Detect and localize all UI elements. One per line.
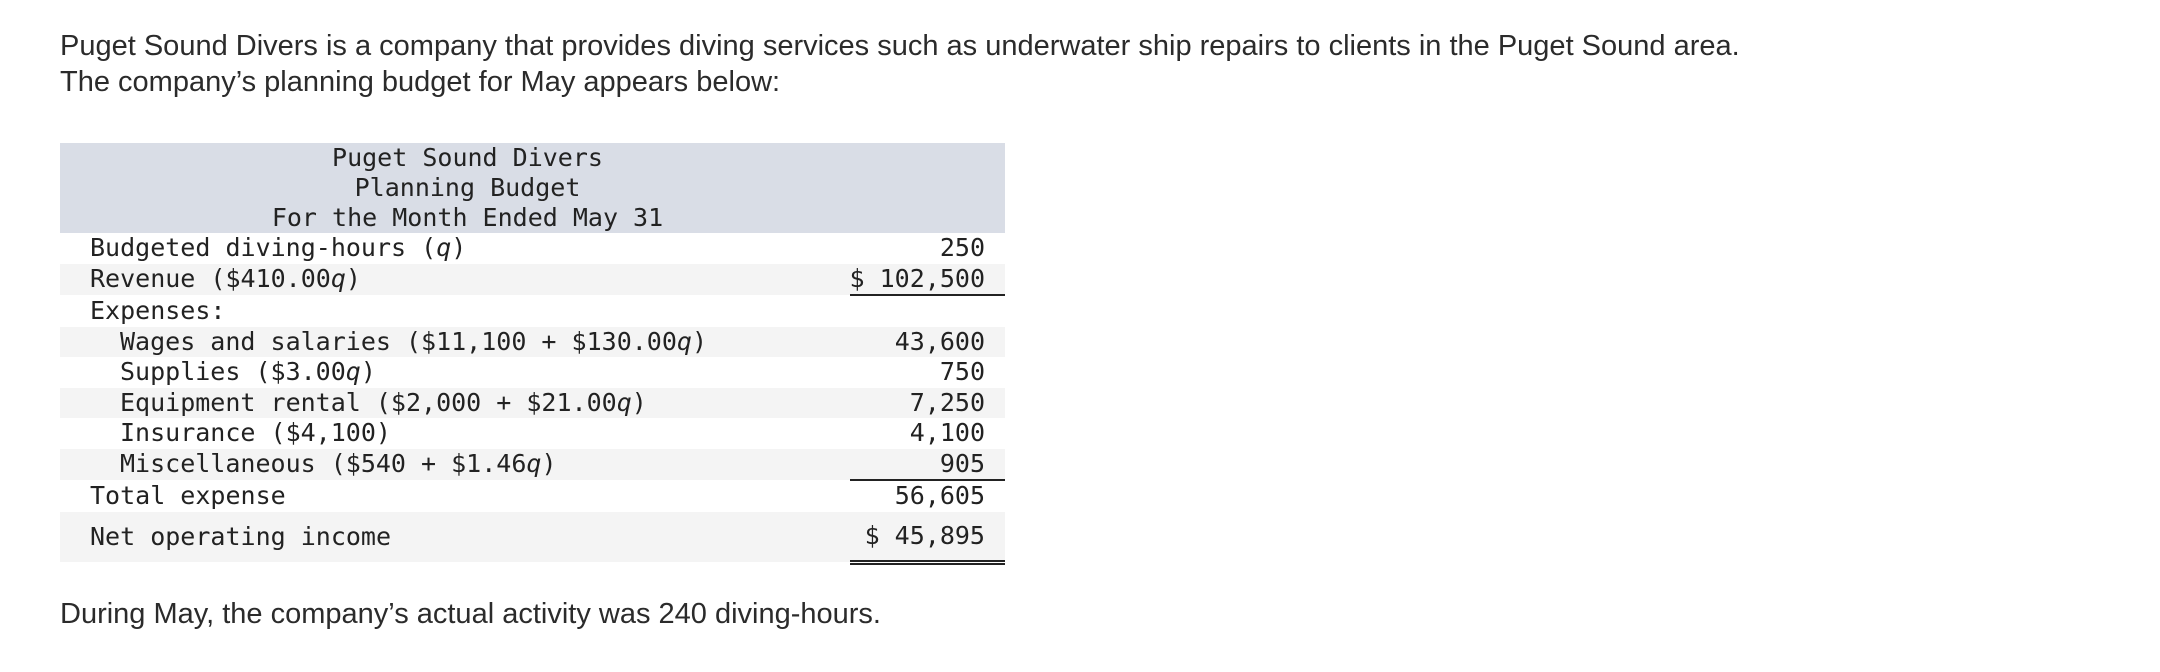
row-label: Insurance ($4,100) [60, 418, 850, 449]
table-row: Wages and salaries ($11,100 + $130.00q) 4… [60, 326, 1005, 357]
label-part: Budgeted diving-hours ( [90, 233, 437, 263]
row-label: Budgeted diving-hours (q) [60, 233, 850, 264]
closing-text: During May, the company’s actual activit… [60, 598, 881, 630]
table-row: Equipment rental ($2,000 + $21.00q) 7,250 [60, 387, 1005, 418]
row-value: $ 45,895 [849, 511, 1005, 565]
label-part: q [330, 264, 346, 294]
label-part: ) [451, 233, 467, 263]
label-part: Net operating income [90, 521, 392, 551]
label-part: ) [345, 264, 361, 294]
label-part: ) [360, 357, 376, 387]
row-value: $ 102,500 [849, 263, 1005, 296]
table-row: Budgeted diving-hours (q) 250 [60, 233, 1005, 264]
label-part: q [526, 449, 542, 479]
table-header: Puget Sound Divers Planning Budget For the… [60, 143, 1005, 233]
row-value: 750 [939, 357, 985, 387]
table-row: Net operating income $ 45,895 [60, 511, 1005, 565]
row-value: 56,605 [894, 481, 985, 511]
intro-line: The company’s planning budget for May ap… [60, 66, 781, 98]
label-part: ) [631, 387, 647, 417]
table-title: Puget Sound Divers Planning Budget For the… [60, 143, 1005, 233]
table-row: Total expense 56,605 [60, 480, 1005, 512]
row-label: Expenses: [60, 295, 850, 327]
label-part: Miscellaneous ($540 + $1.46 [120, 449, 527, 479]
label-part: q [436, 233, 452, 263]
label-part: Expenses: [90, 295, 226, 325]
row-label: Supplies ($3.00q) [60, 357, 850, 388]
label-part: q [676, 326, 692, 356]
budget-table: Puget Sound Divers Planning Budget For the… [60, 143, 1005, 565]
intro: Puget Sound Divers is a company that pro… [60, 28, 1740, 100]
row-label: Wages and salaries ($11,100 + $130.00q) [60, 326, 850, 357]
label-part: ) [541, 449, 557, 479]
row-label: Net operating income [60, 511, 850, 562]
title-line: Planning Budget [354, 173, 581, 202]
row-value: 250 [939, 233, 985, 263]
row-label: Equipment rental ($2,000 + $21.00q) [60, 387, 850, 418]
label-part: Revenue ($410.00 [90, 264, 331, 294]
label-part: q [345, 357, 361, 387]
label-part: Insurance ($4,100) [120, 418, 391, 448]
table-row: Expenses: [60, 295, 1005, 327]
row-label: Revenue ($410.00q) [60, 263, 850, 295]
label-part: Wages and salaries ($11,100 + $130.00 [120, 326, 677, 356]
title-line: For the Month Ended May 31 [271, 203, 664, 232]
table-row: Miscellaneous ($540 + $1.46q) 905 [60, 448, 1005, 481]
row-value: 905 [849, 448, 1005, 481]
row-value: 7,250 [849, 387, 1005, 418]
table-row: Revenue ($410.00q) $ 102,500 [60, 263, 1005, 296]
row-value: 43,600 [849, 326, 1005, 357]
row-label: Miscellaneous ($540 + $1.46q) [60, 448, 850, 480]
label-part: ) [691, 326, 708, 356]
row-label: Total expense [60, 480, 850, 512]
table-row: Insurance ($4,100) 4,100 [60, 418, 1005, 449]
label-part: Equipment rental ($2,000 + $21.00 [120, 387, 617, 417]
table-row: Supplies ($3.00q) 750 [60, 357, 1005, 388]
intro-line: Puget Sound Divers is a company that pro… [60, 30, 1740, 62]
title-line: Puget Sound Divers [332, 143, 603, 172]
label-part: Total expense [90, 480, 286, 510]
row-value: 4,100 [909, 418, 985, 448]
label-part: q [616, 387, 632, 417]
label-part: Supplies ($3.00 [120, 357, 346, 387]
row-value [850, 295, 1005, 327]
